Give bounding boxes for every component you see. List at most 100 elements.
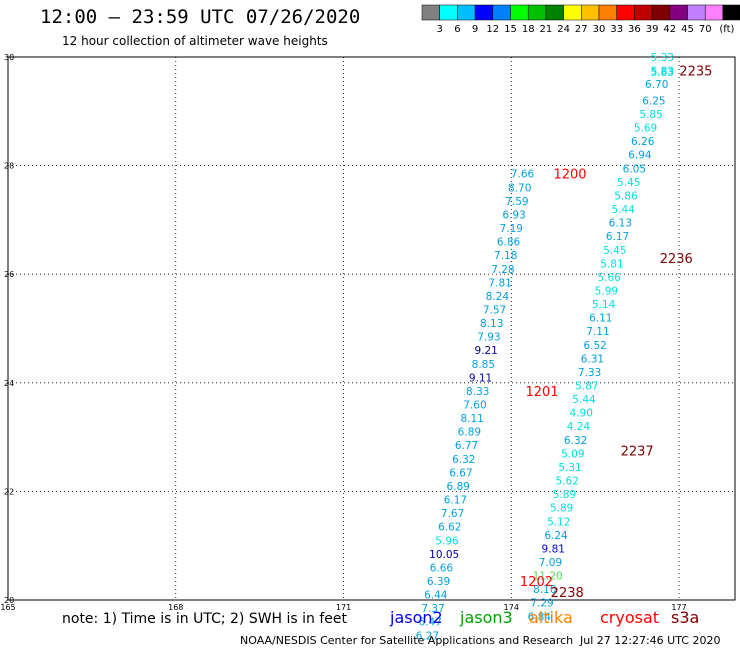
legend-label: 12 bbox=[486, 24, 499, 35]
satellite-cryosat: cryosat bbox=[600, 608, 660, 627]
wave-height-point: 5.45 bbox=[617, 177, 640, 189]
wave-height-point: 6.11 bbox=[589, 313, 612, 325]
wave-height-point: 7.09 bbox=[539, 557, 562, 569]
legend-label: 36 bbox=[628, 24, 641, 35]
axis-tick-labels: 165 168 171 174 177 20 22 24 26 28 30 bbox=[0, 53, 686, 612]
y-tick-label: 22 bbox=[4, 487, 14, 496]
legend-swatch bbox=[545, 4, 564, 21]
wave-height-point: 7.28 bbox=[491, 264, 514, 276]
y-tick-label: 30 bbox=[4, 53, 14, 62]
legend-swatch bbox=[492, 4, 511, 21]
y-tick-label: 20 bbox=[4, 596, 14, 605]
wave-height-point: 5.83 bbox=[651, 67, 674, 79]
wave-height-point: 6.47 bbox=[419, 617, 442, 629]
wave-height-point: 6.25 bbox=[642, 95, 665, 107]
satellite-s3a: s3a bbox=[671, 608, 700, 627]
wave-height-point: 6.39 bbox=[427, 576, 450, 588]
wave-height-point: 5.87 bbox=[575, 381, 598, 393]
wave-height-point: 6.62 bbox=[438, 522, 461, 534]
legend-label: 39 bbox=[646, 24, 659, 35]
legend-label: 6 bbox=[454, 24, 460, 35]
time-label: 1202 bbox=[520, 575, 553, 590]
satellite-jason3: jason3 bbox=[460, 608, 513, 627]
y-tick-label: 28 bbox=[4, 162, 14, 171]
time-label: 1201 bbox=[526, 385, 559, 400]
satellite-jason2: jason2 bbox=[390, 608, 443, 627]
wave-height-point: 4.24 bbox=[567, 421, 591, 433]
legend-label: 70 bbox=[699, 24, 712, 35]
wave-height-point: 10.05 bbox=[429, 549, 459, 561]
wave-height-point: 8.13 bbox=[480, 318, 503, 330]
legend-swatch bbox=[704, 4, 724, 21]
legend-swatch bbox=[651, 4, 671, 21]
legend-label: 3 bbox=[437, 24, 443, 35]
legend-label: 30 bbox=[593, 24, 606, 35]
legend-label: 18 bbox=[522, 24, 535, 35]
wave-height-point: 7.29 bbox=[530, 598, 553, 610]
wave-height-point: 9.21 bbox=[474, 345, 497, 357]
legend-swatch bbox=[563, 4, 582, 21]
wave-height-point: 6.31 bbox=[581, 353, 604, 365]
wave-height-point: 5.96 bbox=[435, 535, 459, 547]
wave-height-point: 5.31 bbox=[558, 462, 581, 474]
chart-title: 12:00 – 23:59 UTC 07/26/2020 bbox=[40, 6, 361, 28]
wave-height-point: 5.85 bbox=[639, 109, 662, 121]
wave-height-point: 6.24 bbox=[544, 530, 568, 542]
wave-height-point: 7.93 bbox=[477, 332, 500, 344]
wave-height-point: 5.89 bbox=[553, 489, 576, 501]
credit-line: NOAA/NESDIS Center for Satellite Applica… bbox=[240, 634, 574, 647]
wave-height-point: 6.44 bbox=[424, 590, 448, 602]
wave-height-point: 8.24 bbox=[486, 291, 510, 303]
time-label: 2238 bbox=[551, 586, 584, 601]
wave-height-point: 6.13 bbox=[609, 218, 632, 230]
wave-height-point: 5.33 bbox=[651, 52, 674, 64]
generation-timestamp: Jul 27 12:27:46 UTC 2020 bbox=[580, 634, 721, 647]
wave-height-point: 6.86 bbox=[497, 237, 521, 249]
wave-height-point: 6.93 bbox=[502, 209, 525, 221]
time-label: 2237 bbox=[621, 445, 654, 460]
time-label: 2236 bbox=[660, 252, 693, 267]
wave-height-point: 5.86 bbox=[614, 190, 638, 202]
wave-height-point: 6.70 bbox=[645, 79, 668, 91]
footer-note: note: 1) Time is in UTC; 2) SWH is in fe… bbox=[62, 611, 348, 627]
legend-swatch bbox=[616, 4, 635, 21]
legend-swatch bbox=[581, 4, 600, 21]
wave-height-point: 8.10 bbox=[533, 584, 556, 596]
wave-height-point: 6.77 bbox=[455, 440, 478, 452]
wave-height-point: 7.37 bbox=[421, 603, 444, 615]
legend-label: 42 bbox=[663, 24, 676, 35]
legend-swatch bbox=[439, 4, 458, 21]
wave-height-point: 6.27 bbox=[416, 630, 439, 642]
wave-height-point: 5.83 bbox=[651, 66, 674, 78]
legend-label: 9 bbox=[472, 24, 478, 35]
wave-height-point: 5.44 bbox=[572, 394, 596, 406]
wave-height-point: 6.89 bbox=[446, 481, 469, 493]
legend-swatch bbox=[598, 4, 617, 21]
wave-height-point: 6.26 bbox=[631, 136, 655, 148]
legend-unit: (ft) bbox=[719, 24, 734, 35]
y-tick-label: 26 bbox=[4, 270, 14, 279]
wave-height-point: 5.45 bbox=[603, 245, 626, 257]
legend-swatch bbox=[421, 4, 440, 21]
legend-swatch bbox=[474, 4, 494, 21]
color-legend: 3 6 9 12 15 18 21 24 27 30 33 36 39 42 45 70 (ft) bbox=[421, 4, 740, 35]
legend-label: 21 bbox=[540, 24, 553, 35]
wave-height-point: 7.60 bbox=[463, 400, 486, 412]
legend-label: 15 bbox=[504, 24, 517, 35]
wave-height-point: 6.67 bbox=[449, 467, 472, 479]
wave-height-point: 6.66 bbox=[430, 562, 454, 574]
x-tick-label: 168 bbox=[168, 603, 183, 612]
wave-height-point: 7.57 bbox=[483, 304, 506, 316]
chart-grid bbox=[7, 56, 736, 601]
wave-height-point: 8.33 bbox=[466, 386, 489, 398]
legend-swatch bbox=[669, 4, 688, 21]
wave-height-point: 8.70 bbox=[508, 182, 531, 194]
legend-label: 45 bbox=[681, 24, 694, 35]
legend-swatch bbox=[510, 4, 529, 21]
wave-height-point: 7.11 bbox=[586, 326, 609, 338]
wave-height-point: 5.66 bbox=[597, 272, 621, 284]
wave-height-point: 6.89 bbox=[458, 427, 481, 439]
legend-swatch bbox=[457, 4, 476, 21]
satellite-altika: altika bbox=[529, 608, 573, 627]
